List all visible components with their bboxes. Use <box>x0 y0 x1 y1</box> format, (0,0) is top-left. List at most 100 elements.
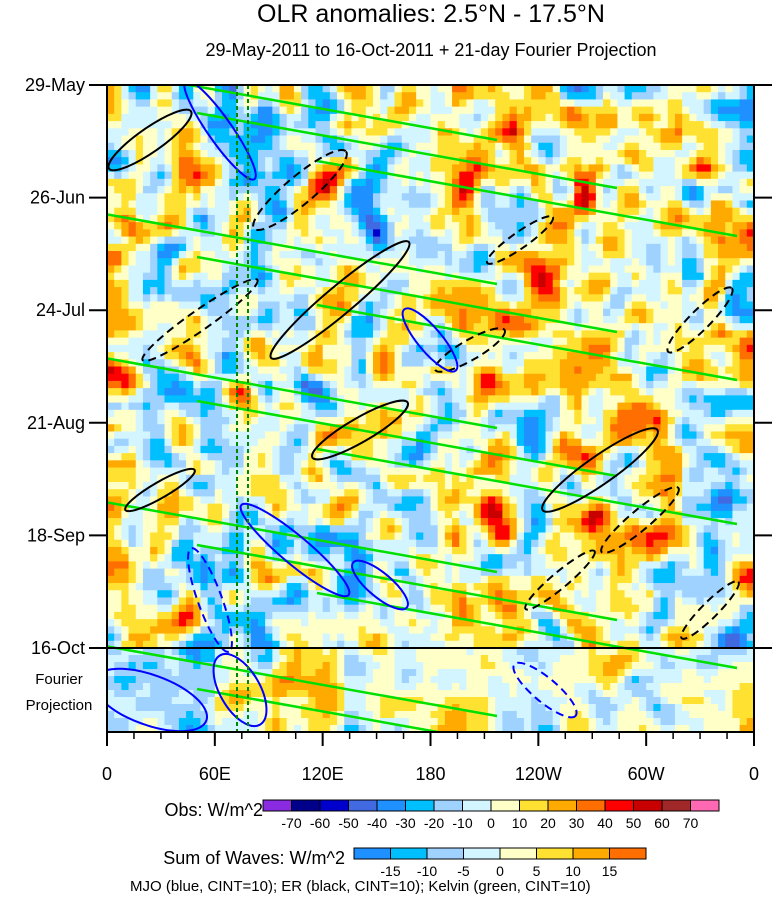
obs-cell <box>265 417 273 425</box>
obs-cell <box>250 157 259 165</box>
obs-cell <box>107 229 115 238</box>
obs-cell <box>574 85 583 93</box>
obs-cell <box>631 243 640 252</box>
obs-cell <box>308 236 317 245</box>
obs-cell <box>739 193 748 202</box>
obs-cell <box>624 207 633 216</box>
obs-cell <box>257 207 266 216</box>
obs-cell <box>617 251 626 259</box>
obs-cell <box>401 453 410 461</box>
obs-cell <box>516 366 525 375</box>
obs-cell <box>200 395 209 404</box>
obs-cell <box>437 157 446 165</box>
obs-cell <box>229 308 237 317</box>
obs-cell <box>337 258 345 267</box>
obs-cell <box>437 243 446 252</box>
obs-cell <box>171 294 180 303</box>
obs-cell <box>653 366 662 375</box>
obs-cell <box>581 272 590 281</box>
obs-cell <box>444 438 453 447</box>
obs-cell <box>272 258 281 267</box>
obs-cell <box>250 243 259 252</box>
obs-cell <box>150 453 158 461</box>
obs-cell <box>186 243 194 252</box>
obs-cell <box>164 330 173 339</box>
obs-cell <box>725 258 734 267</box>
obs-cell <box>222 373 230 382</box>
obs-cell <box>595 157 604 165</box>
obs-cell <box>171 193 180 202</box>
obs-cell <box>416 214 424 223</box>
obs-cell <box>193 222 202 230</box>
obs-cell <box>624 402 633 411</box>
obs-cell <box>595 243 604 252</box>
obs-cell <box>365 157 374 165</box>
obs-cell <box>135 243 144 252</box>
obs-cell <box>135 438 144 447</box>
obs-cell <box>459 272 468 281</box>
obs-cell <box>365 287 374 295</box>
obs-cell <box>186 402 194 411</box>
obs-cell <box>617 287 626 295</box>
obs-cell <box>365 380 374 389</box>
obs-cell <box>703 395 712 404</box>
obs-cell <box>380 222 388 230</box>
obs-cell <box>523 200 532 209</box>
obs-cell <box>200 308 209 317</box>
obs-cell <box>660 431 669 440</box>
obs-cell <box>674 294 683 303</box>
obs-cell <box>610 186 619 194</box>
obs-cell <box>186 359 194 368</box>
obs-cell <box>545 92 554 101</box>
obs-cell <box>559 467 568 476</box>
obs-cell <box>725 113 734 122</box>
obs-cell <box>725 229 734 238</box>
obs-cell <box>746 388 754 396</box>
obs-cell <box>257 359 266 368</box>
obs-cell <box>121 424 130 433</box>
obs-cell <box>214 294 223 303</box>
obs-cell <box>531 229 539 238</box>
obs-cell <box>667 417 676 425</box>
obs-cell <box>509 142 518 151</box>
obs-cell <box>595 128 604 137</box>
obs-cell <box>574 186 583 194</box>
obs-cell <box>682 272 690 281</box>
obs-cell <box>638 453 647 461</box>
obs-cell <box>150 380 158 389</box>
obs-cell <box>265 481 273 490</box>
obs-cell <box>265 438 273 447</box>
obs-cell <box>516 438 525 447</box>
obs-cell <box>135 214 144 223</box>
obs-cell <box>631 186 640 194</box>
obs-cell <box>653 200 662 209</box>
obs-cell <box>322 380 331 389</box>
obs-cell <box>114 337 122 346</box>
obs-cell <box>178 460 187 469</box>
obs-cell <box>638 337 647 346</box>
obs-cell <box>142 193 151 202</box>
obs-cell <box>408 186 417 194</box>
obs-cell <box>588 222 597 230</box>
obs-cell <box>178 265 187 274</box>
obs-cell <box>344 438 353 447</box>
obs-cell <box>236 85 245 93</box>
obs-cell <box>322 128 331 137</box>
obs-cell <box>660 200 669 209</box>
obs-cell <box>660 85 669 93</box>
obs-cell <box>135 467 144 476</box>
obs-cell <box>624 453 633 461</box>
obs-cell <box>459 395 468 404</box>
obs-cell <box>667 373 676 382</box>
obs-cell <box>523 164 532 173</box>
obs-cell <box>135 287 144 295</box>
obs-cell <box>552 438 561 447</box>
obs-cell <box>222 337 230 346</box>
obs-cell <box>358 330 367 339</box>
obs-cell <box>416 99 424 108</box>
obs-cell <box>437 200 446 209</box>
obs-cell <box>466 113 475 122</box>
obs-cell <box>114 352 122 360</box>
obs-cell <box>732 222 741 230</box>
obs-cell <box>257 474 266 483</box>
